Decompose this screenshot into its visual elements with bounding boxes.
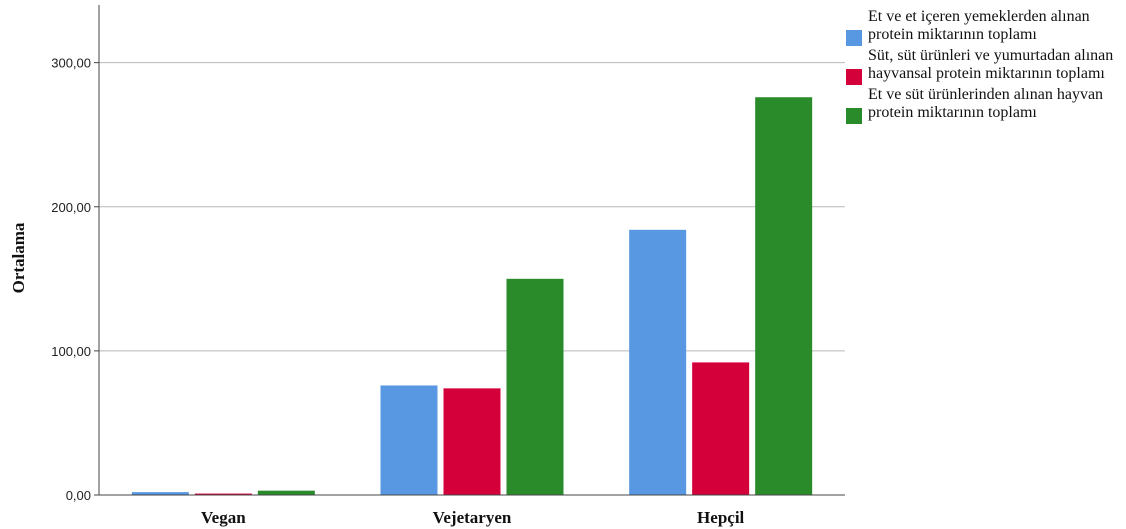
gridlines xyxy=(94,62,845,496)
bar xyxy=(194,493,252,495)
y-tick-label: 100,00 xyxy=(51,344,91,359)
y-tick-label: 300,00 xyxy=(51,56,91,71)
category-label: Vejetaryen xyxy=(433,508,512,527)
bar xyxy=(131,492,189,495)
legend-label: Süt, süt ürünleri ve yumurtadan alınan h… xyxy=(868,47,1114,82)
bar xyxy=(755,97,813,495)
legend-item: Süt, süt ürünleri ve yumurtadan alınan h… xyxy=(846,47,1121,85)
category-labels: Vegan Vejetaryen Hepçil xyxy=(201,508,745,527)
y-tick-label: 200,00 xyxy=(51,200,91,215)
legend-label: Et ve süt ürünlerinden alınan hayvan pro… xyxy=(868,86,1104,121)
legend-item: Et ve süt ürünlerinden alınan hayvan pro… xyxy=(846,86,1121,124)
bar xyxy=(506,278,564,495)
bar xyxy=(380,385,438,495)
y-axis-title: Ortalama xyxy=(9,222,28,293)
axes xyxy=(98,5,845,496)
y-tick-label: 0,00 xyxy=(66,488,91,503)
legend: Et ve et içeren yemeklerden alınan prote… xyxy=(846,8,1121,125)
bar xyxy=(692,362,750,495)
category-label: Hepçil xyxy=(697,508,744,527)
legend-swatch xyxy=(846,69,862,85)
bar xyxy=(257,490,315,495)
bar xyxy=(443,388,501,495)
bar xyxy=(629,229,687,495)
legend-swatch xyxy=(846,108,862,124)
legend-item: Et ve et içeren yemeklerden alınan prote… xyxy=(846,8,1121,46)
category-label: Vegan xyxy=(201,508,246,527)
y-tick-labels: 0,00 100,00 200,00 300,00 xyxy=(51,56,91,503)
bars xyxy=(131,97,813,495)
legend-swatch xyxy=(846,30,862,46)
legend-label: Et ve et içeren yemeklerden alınan prote… xyxy=(868,8,1090,43)
